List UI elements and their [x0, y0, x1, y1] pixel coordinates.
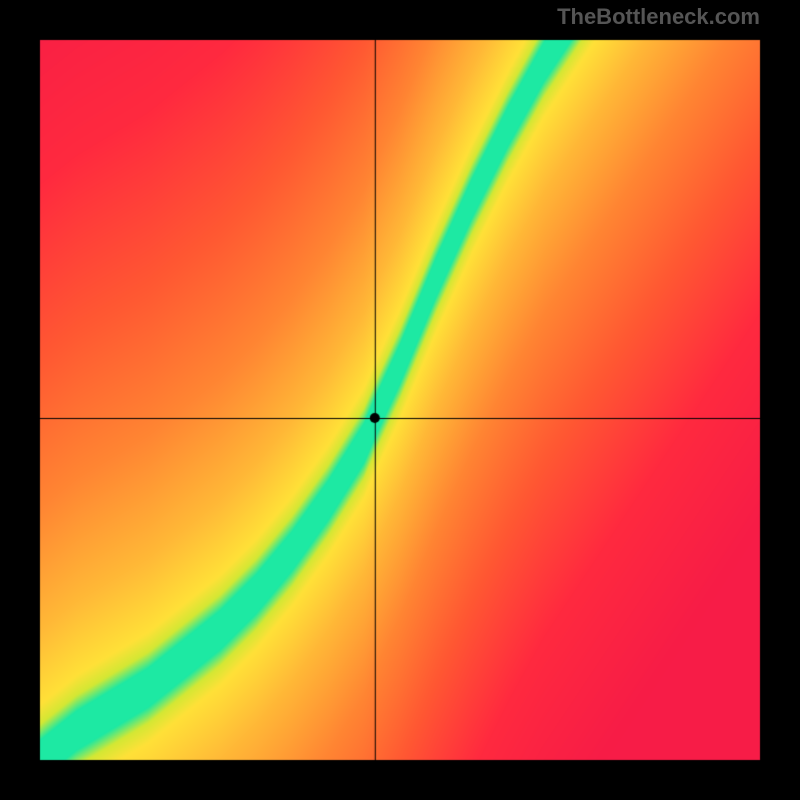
- watermark-text: TheBottleneck.com: [557, 4, 760, 30]
- bottleneck-heatmap: [0, 0, 800, 800]
- chart-container: TheBottleneck.com: [0, 0, 800, 800]
